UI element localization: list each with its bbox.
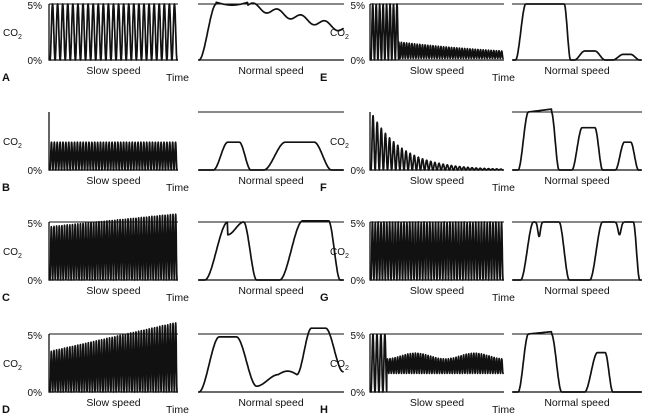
slow-speed-label: Slow speed — [410, 65, 464, 77]
panel-f: CO2 0% Slow speed Normal speed Time F — [320, 108, 642, 194]
slow-speed-trace — [49, 141, 178, 171]
co2-axis-label: CO2 — [3, 137, 22, 150]
normal-speed-trace — [198, 327, 344, 393]
slow-speed-trace — [370, 333, 504, 393]
panel-h: CO2 5% 0% Slow speed Normal speed Time H — [320, 330, 642, 416]
co2-axis-label: CO2 — [330, 137, 349, 150]
co2-axis-label: CO2 — [330, 28, 349, 41]
zero-percent-label: 0% — [351, 56, 366, 67]
slow-speed-label: Slow speed — [86, 175, 140, 187]
zero-percent-label: 0% — [28, 166, 43, 177]
slow-speed-trace — [49, 322, 178, 393]
normal-speed-label: Normal speed — [544, 397, 610, 409]
panel-g: CO2 5% 0% Slow speed Normal speed Time G — [320, 219, 642, 304]
normal-speed-trace — [198, 219, 344, 281]
time-label: Time — [492, 72, 515, 84]
five-percent-label: 5% — [28, 331, 43, 342]
time-label: Time — [492, 404, 515, 416]
five-percent-label: 5% — [351, 219, 366, 230]
normal-speed-trace — [512, 108, 642, 171]
five-percent-label: 5% — [351, 331, 366, 342]
co2-axis-label: CO2 — [3, 359, 22, 372]
slow-speed-label: Slow speed — [86, 285, 140, 297]
time-label: Time — [166, 292, 189, 304]
panel-letter: D — [2, 404, 10, 416]
panel-letter: B — [2, 182, 10, 194]
panel-letter: A — [2, 72, 10, 84]
zero-percent-label: 0% — [351, 166, 366, 177]
slow-speed-trace — [370, 221, 504, 281]
zero-percent-label: 0% — [28, 56, 43, 67]
panel-letter: E — [320, 72, 327, 84]
normal-speed-label: Normal speed — [544, 285, 610, 297]
panel-e: CO2 5% 0% Slow speed Normal speed Time E — [320, 1, 642, 84]
slow-speed-trace — [370, 114, 504, 171]
panel-d: CO2 5% 0% Slow speed Normal speed Time D — [2, 322, 344, 416]
normal-speed-trace — [198, 141, 344, 171]
co2-axis-label: CO2 — [330, 247, 349, 260]
slow-speed-axis — [369, 4, 504, 61]
normal-speed-trace — [512, 330, 642, 393]
panel-letter: H — [320, 404, 328, 416]
slow-speed-axis — [48, 4, 178, 61]
normal-speed-label: Normal speed — [238, 285, 304, 297]
co2-axis-label: CO2 — [3, 247, 22, 260]
slow-speed-label: Slow speed — [86, 397, 140, 409]
time-label: Time — [492, 182, 515, 194]
panel-letter: C — [2, 292, 10, 304]
zero-percent-label: 0% — [351, 276, 366, 287]
panel-c: CO2 5% 0% Slow speed Normal speed Time C — [2, 213, 344, 304]
panel-letter: G — [320, 292, 329, 304]
panel-b: CO2 0% Slow speed Normal speed Time B — [2, 111, 344, 194]
time-label: Time — [166, 182, 189, 194]
normal-speed-label: Normal speed — [544, 175, 610, 187]
slow-speed-trace — [49, 213, 178, 281]
zero-percent-label: 0% — [28, 276, 43, 287]
slow-speed-axis — [369, 334, 504, 393]
slow-speed-axis — [369, 112, 504, 171]
slow-speed-label: Slow speed — [410, 397, 464, 409]
zero-percent-label: 0% — [28, 388, 43, 399]
normal-speed-label: Normal speed — [238, 65, 304, 77]
slow-speed-axis — [48, 112, 178, 171]
five-percent-label: 5% — [351, 1, 366, 12]
five-percent-label: 5% — [28, 1, 43, 12]
slow-speed-label: Slow speed — [410, 175, 464, 187]
normal-speed-label: Normal speed — [238, 397, 304, 409]
panel-letter: F — [320, 182, 327, 194]
time-label: Time — [492, 292, 515, 304]
time-label: Time — [166, 72, 189, 84]
normal-speed-label: Normal speed — [238, 175, 304, 187]
normal-speed-trace — [512, 3, 642, 61]
normal-speed-label: Normal speed — [544, 65, 610, 77]
slow-speed-label: Slow speed — [410, 285, 464, 297]
panel-a: CO2 5% 0% Slow speed Normal speed Time A — [2, 1, 344, 84]
zero-percent-label: 0% — [351, 388, 366, 399]
co2-axis-label: CO2 — [3, 28, 22, 41]
slow-speed-trace — [370, 3, 504, 61]
normal-speed-trace — [512, 221, 642, 281]
normal-speed-trace — [198, 1, 344, 61]
slow-speed-label: Slow speed — [86, 65, 140, 77]
time-label: Time — [166, 404, 189, 416]
five-percent-label: 5% — [28, 219, 43, 230]
slow-speed-trace — [49, 3, 178, 61]
co2-axis-label: CO2 — [330, 359, 349, 372]
